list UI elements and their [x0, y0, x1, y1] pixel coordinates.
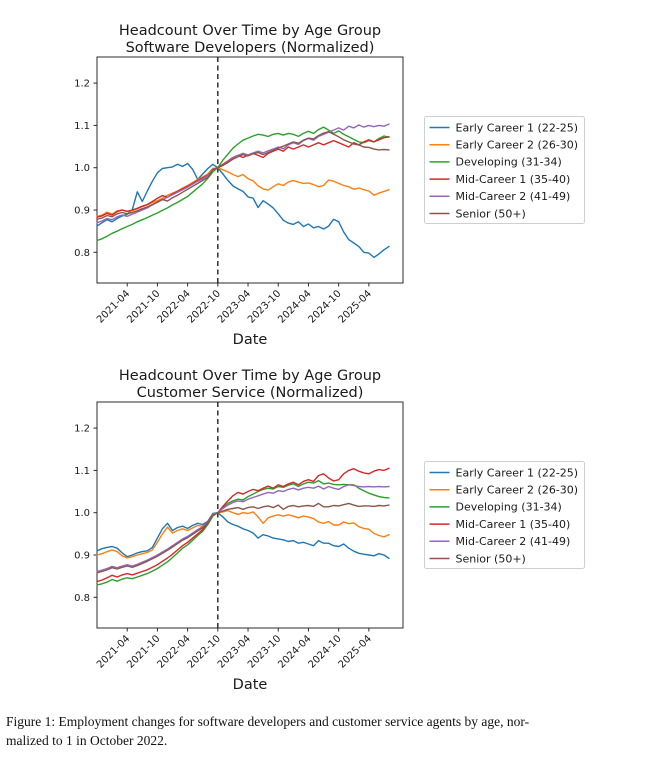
legend-label-senior-50: Senior (50+) — [456, 552, 526, 565]
y-tick-label: 1.2 — [74, 424, 90, 435]
y-tick-label: 1.1 — [74, 121, 90, 132]
x-axis-label: Date — [233, 677, 268, 693]
series-line-mid-career-2-41-49 — [96, 484, 390, 573]
series-line-developing-31-34 — [96, 479, 390, 586]
x-tick-label: 2025-04 — [337, 633, 374, 670]
y-tick-label: 1.1 — [74, 466, 90, 477]
legend-label-early-career-2-26-30: Early Career 2 (26-30) — [456, 484, 579, 497]
series-line-early-career-1-22-25 — [96, 511, 390, 560]
chart-title-line1: Headcount Over Time by Age Group — [119, 368, 381, 384]
y-tick-label: 0.8 — [74, 593, 90, 604]
caption-line-2: malized to 1 in October 2022. — [6, 732, 168, 748]
y-tick-label: 0.8 — [74, 248, 90, 259]
y-tick-label: 1.2 — [74, 79, 90, 90]
y-tick-label: 0.9 — [74, 206, 90, 217]
chart-title-line2: Software Developers (Normalized) — [126, 40, 375, 56]
legend-label-mid-career-2-41-49: Mid-Career 2 (41-49) — [456, 190, 571, 203]
legend-label-developing-31-34: Developing (31-34) — [456, 156, 562, 169]
plot-border — [96, 401, 404, 629]
legend-label-mid-career-2-41-49: Mid-Career 2 (41-49) — [456, 535, 571, 548]
y-tick-label: 1.0 — [74, 163, 90, 174]
series-line-early-career-1-22-25 — [96, 162, 390, 259]
series-line-mid-career-1-35-40 — [96, 467, 390, 583]
legend-box — [424, 461, 585, 569]
figure-caption: Figure 1: Employment changes for softwar… — [6, 713, 654, 750]
legend-label-early-career-2-26-30: Early Career 2 (26-30) — [456, 139, 579, 152]
legend-box — [424, 116, 585, 224]
x-axis-label: Date — [233, 332, 268, 348]
x-tick-label: 2025-04 — [337, 288, 374, 325]
series-line-mid-career-2-41-49 — [96, 123, 390, 224]
series-line-developing-31-34 — [96, 126, 390, 242]
legend-label-senior-50: Senior (50+) — [456, 207, 526, 220]
plot-border — [96, 56, 404, 284]
legend-label-mid-career-1-35-40: Mid-Career 1 (35-40) — [456, 518, 571, 531]
y-tick-label: 1.0 — [74, 508, 90, 519]
series-line-early-career-2-26-30 — [96, 509, 390, 559]
legend-label-developing-31-34: Developing (31-34) — [456, 501, 562, 514]
chart-title-line1: Headcount Over Time by Age Group — [119, 23, 381, 39]
series-line-mid-career-1-35-40 — [96, 136, 390, 218]
y-tick-label: 0.9 — [74, 551, 90, 562]
legend-label-mid-career-1-35-40: Mid-Career 1 (35-40) — [456, 173, 571, 186]
caption-line-1: Figure 1: Employment changes for softwar… — [6, 714, 530, 729]
legend-label-early-career-1-22-25: Early Career 1 (22-25) — [456, 466, 579, 479]
chart-title-line2: Customer Service (Normalized) — [137, 385, 364, 401]
legend-label-early-career-1-22-25: Early Career 1 (22-25) — [456, 121, 579, 134]
series-line-senior-50 — [96, 130, 390, 221]
series-line-senior-50 — [96, 502, 390, 574]
chart-software-developers: Headcount Over Time by Age GroupSoftware… — [74, 23, 585, 348]
chart-customer-service: Headcount Over Time by Age GroupCustomer… — [74, 368, 585, 693]
